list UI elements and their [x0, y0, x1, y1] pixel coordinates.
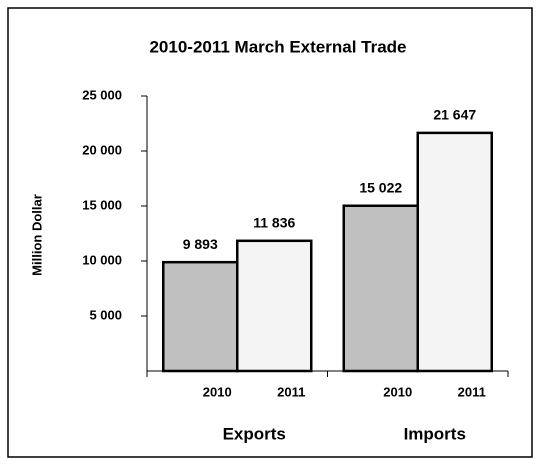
- data-label: 11 836: [253, 215, 295, 231]
- series-label: 2010: [203, 384, 232, 399]
- bar: [236, 239, 313, 373]
- series-label: 2010: [383, 384, 412, 399]
- bar: [416, 131, 493, 373]
- series-label: 2011: [277, 384, 305, 399]
- x-tick-label: Exports: [223, 424, 286, 443]
- y-tick-label: 10 000: [82, 252, 122, 267]
- y-tick-label: 15 000: [82, 197, 122, 212]
- bar: [162, 260, 239, 373]
- y-tick-label: 20 000: [82, 142, 122, 157]
- y-tick-label: 5 000: [89, 307, 122, 322]
- data-label: 21 647: [433, 107, 476, 123]
- data-label: 15 022: [359, 179, 402, 195]
- y-tick-label: 25 000: [82, 87, 122, 102]
- x-tick-label: Imports: [404, 424, 466, 443]
- series-label: 2011: [458, 384, 486, 399]
- data-label: 9 893: [183, 236, 218, 252]
- bar: [342, 204, 419, 373]
- y-axis-label: Million Dollar: [29, 194, 44, 276]
- chart-title: 2010-2011 March External Trade: [149, 37, 406, 56]
